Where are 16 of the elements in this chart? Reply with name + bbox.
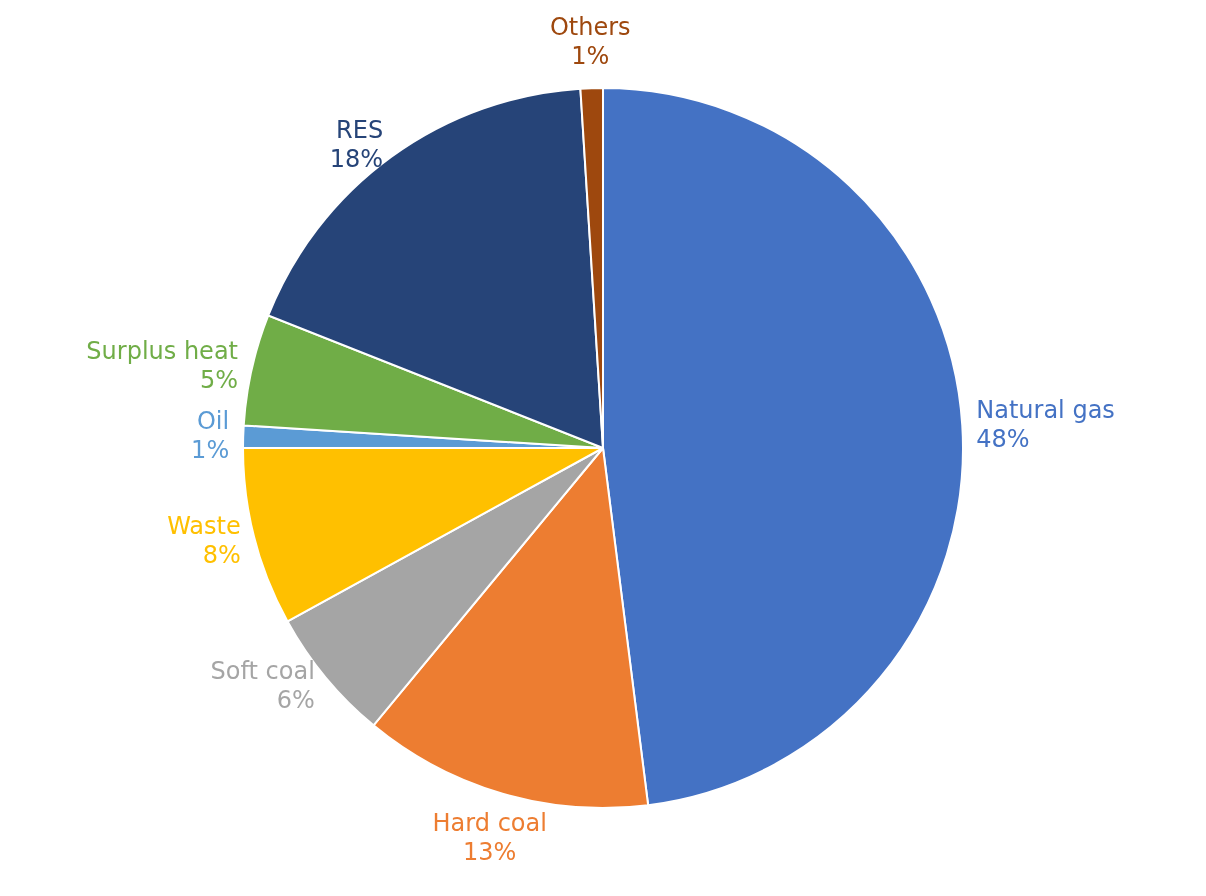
data-label: 48% [976,424,1030,453]
slice-label: Soft coal [210,657,315,686]
slice-label: Others [549,13,631,42]
slice-label: Natural gas [976,395,1115,424]
data-label: 6% [276,686,315,715]
data-label: 8% [202,541,241,570]
slice-label: Hard coal [432,808,547,837]
data-label: 1% [191,436,230,465]
data-label: 18% [329,145,384,174]
slice-label: RES [336,116,384,145]
slice-label: Waste [167,512,241,541]
data-label: 5% [199,366,239,395]
data-label: 1% [571,42,610,71]
slice-label: Oil [196,407,230,436]
data-label: 13% [463,837,517,866]
slice-label: Surplus heat [86,337,239,366]
